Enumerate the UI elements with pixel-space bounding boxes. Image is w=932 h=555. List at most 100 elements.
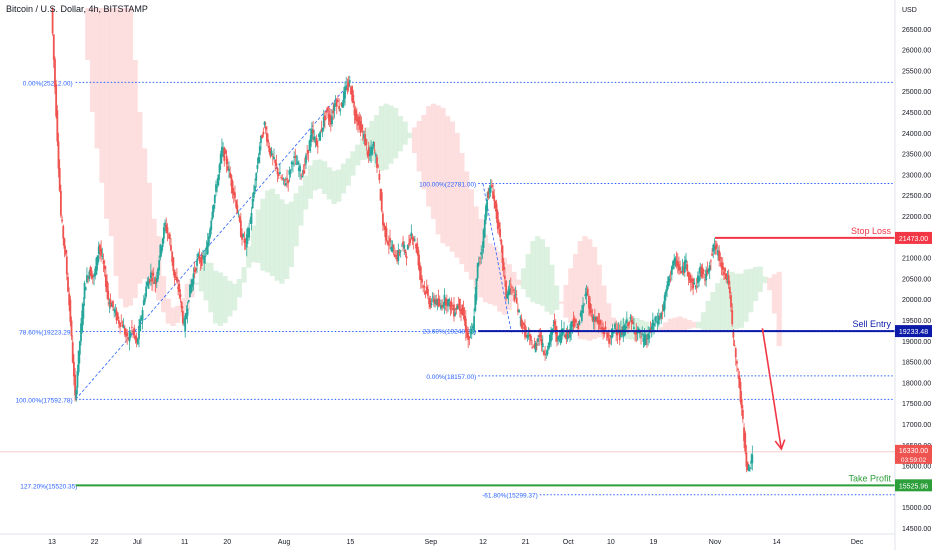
candle-body [199,259,202,263]
cloud-segment [203,262,209,301]
candle-body [606,332,609,338]
cloud-segment [719,277,726,331]
candle-body [213,195,216,204]
candle-body [101,255,104,257]
candle-body [492,191,494,199]
cloud-segment [464,171,470,272]
candle-body [419,266,422,280]
candle-body [396,254,399,262]
candle-body [442,304,445,307]
candle-body [597,319,600,324]
candle-body [131,327,133,328]
candle-body [222,148,224,151]
candle-body [681,266,684,273]
candle-body [678,264,680,271]
time-tick-label: 14 [773,539,781,546]
candle-body [237,213,240,215]
candle-body [279,172,281,175]
candle-body [593,317,596,323]
candle-body [77,350,80,373]
candle-body [653,322,655,326]
cloud-segment [520,268,527,290]
candle-body [709,260,712,262]
candle-body [273,156,275,160]
candle-body [482,229,485,248]
candle-body [312,129,314,134]
candle-body [553,320,556,325]
cloud-segment [307,165,313,199]
candle-body [357,118,359,126]
candle-body [733,344,736,346]
candle-body [139,319,142,331]
cloud-segment [762,276,768,284]
candle-body [411,237,414,241]
candle-body [700,267,703,277]
candle-body [140,317,143,320]
candle-body [435,298,438,304]
candle-body [245,234,248,248]
candle-body [641,333,644,335]
candle-body [215,184,217,192]
candle-body [463,315,466,322]
cloud-segment [426,106,432,207]
candle-body [374,154,377,157]
price-tick-label: 20500.00 [902,276,931,283]
candle-body [514,294,517,295]
candle-body [637,328,640,331]
candle-body [403,244,406,249]
cloud-segment [269,188,276,277]
candle-body [179,294,182,298]
candle-body [254,186,256,192]
candle-body [550,331,552,342]
candle-body [355,114,358,122]
time-tick-label: 12 [479,539,487,546]
candle-body [300,174,303,176]
candle-body [359,121,362,133]
cloud-segment [629,316,636,340]
candle-body [217,174,220,186]
fib-left-label: 0.00%(25212.00) [23,80,73,87]
candle-body [206,242,209,255]
price-tick-label: 18000.00 [902,380,931,387]
candle-body [428,297,431,305]
price-tick-label: 26500.00 [902,27,931,34]
candle-body [566,334,569,340]
candle-body [558,335,561,338]
candle-body [186,308,189,316]
candle-body [112,300,114,308]
candle-body [148,279,151,282]
candle-body [533,343,536,347]
currency-label: USD [902,7,917,14]
candle-body [57,141,60,169]
candle-body [406,245,409,250]
cloud-segment [213,270,219,324]
candle-body [225,155,228,165]
candle-body [546,350,549,355]
cloud-segment [279,199,285,284]
candle-body [521,327,524,329]
candle-body [181,310,184,324]
candle-body [212,204,215,213]
candle-body [321,127,324,131]
candle-body [281,178,284,180]
time-tick-label: 15 [346,539,354,546]
candle-body [142,300,145,306]
candle-body [145,286,148,297]
cloud-segment [482,234,489,303]
candle-body [123,327,126,335]
candle-body [502,262,505,270]
candle-body [705,269,708,281]
candle-body [340,102,343,106]
candle-body [397,249,400,261]
candle-body [353,108,356,116]
candle-body [661,312,664,314]
cloud-segment [767,277,773,291]
candle-body [457,304,460,307]
candle-body [391,246,394,252]
candle-body [434,299,436,305]
time-tick-label: Oct [563,539,574,546]
fib-right-label: 23.60%(19248.26) [423,328,477,335]
cloud-segment [151,218,157,292]
